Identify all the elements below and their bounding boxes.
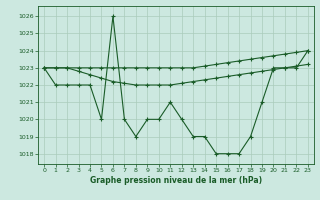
- X-axis label: Graphe pression niveau de la mer (hPa): Graphe pression niveau de la mer (hPa): [90, 176, 262, 185]
